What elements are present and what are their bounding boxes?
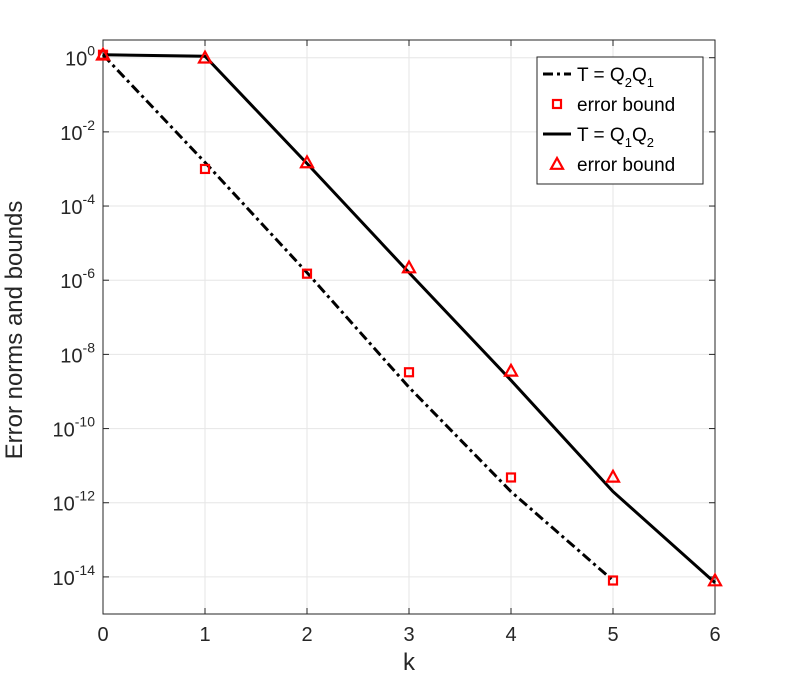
legend-label: error bound [577, 95, 675, 116]
tick-labels: 0 1 2 3 4 5 6 100 10-2 10-4 10-6 10-8 10-10 10-12 10-1… [53, 43, 721, 646]
square-marker [505, 472, 517, 483]
triangle-marker [299, 154, 315, 169]
axes [102, 39, 716, 615]
y-tick-label: 10-10 [53, 414, 96, 442]
legend-label: error bound [577, 155, 675, 176]
legend-label: T = Q1Q2 [577, 125, 654, 150]
triangle-marker [197, 49, 213, 64]
x-tick-label: 5 [607, 624, 618, 646]
y-tick-label: 10-4 [60, 191, 95, 219]
x-tick-label: 0 [97, 624, 108, 646]
legend: T = Q2Q1 error bound T = Q1Q2 error bound [536, 56, 704, 185]
y-tick-label: 10-2 [60, 117, 95, 145]
triangle-marker [503, 362, 519, 377]
y-axis-title: Error norms and bounds [1, 201, 28, 460]
y-tick-label: 100 [65, 43, 95, 71]
x-axis-title: k [403, 649, 416, 676]
square-marker [403, 367, 415, 378]
legend-square-marker [551, 98, 563, 110]
y-tick-label: 10-6 [60, 265, 95, 293]
legend-box [536, 56, 704, 185]
x-tick-label: 2 [301, 624, 312, 646]
x-tick-label: 6 [709, 624, 720, 646]
x-tick-label: 3 [403, 624, 414, 646]
legend-triangle-marker [549, 155, 565, 170]
square-marker [301, 268, 313, 279]
square-marker [199, 163, 211, 175]
triangle-marker [95, 46, 111, 61]
triangle-marker [605, 468, 621, 483]
triangle-marker [401, 259, 417, 274]
x-tick-label: 1 [199, 624, 210, 646]
y-tick-label: 10-12 [53, 488, 96, 516]
y-tick-label: 10-8 [60, 339, 95, 367]
series-layer [95, 46, 723, 587]
square-marker [607, 575, 619, 586]
x-tick-label: 4 [505, 624, 516, 646]
y-tick-label: 10-14 [53, 562, 96, 590]
legend-label: T = Q2Q1 [577, 65, 654, 90]
triangle-marker [707, 572, 723, 587]
